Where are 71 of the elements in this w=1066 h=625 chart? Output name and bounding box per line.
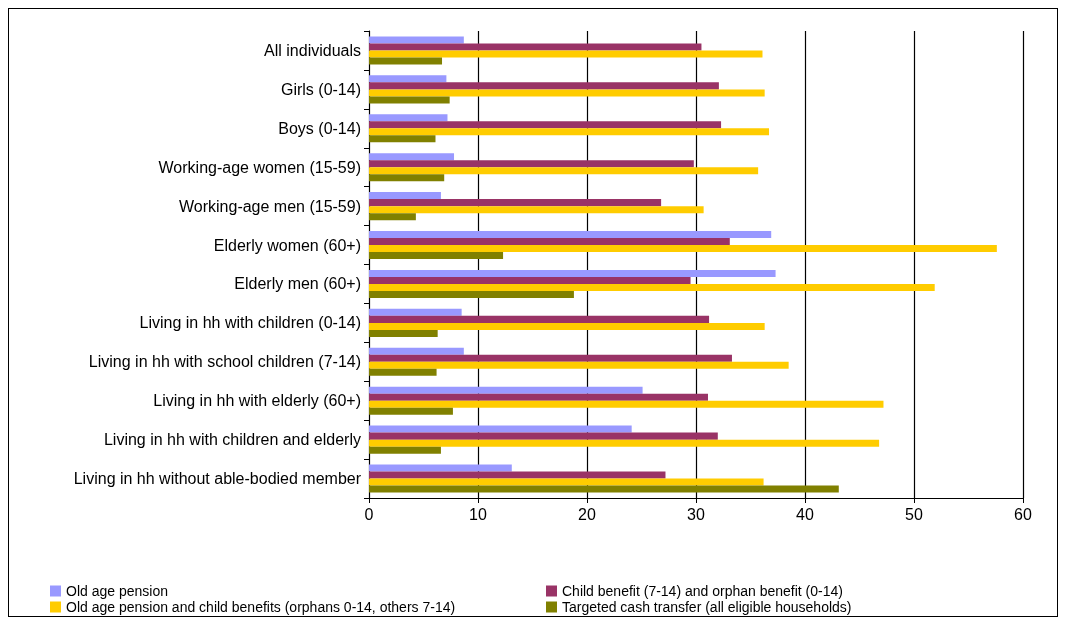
legend-label: Old age pension and child benefits (orphans 0-14, others 7-14) <box>66 599 456 615</box>
bar <box>369 57 443 65</box>
y-tick-label: Working-age women (15-59) <box>158 158 361 176</box>
bar <box>369 167 759 175</box>
bar <box>369 471 666 479</box>
bar <box>369 315 710 323</box>
bar <box>369 153 455 161</box>
bar <box>369 174 445 182</box>
x-tick-label: 20 <box>578 505 596 523</box>
bar <box>369 446 441 454</box>
y-tick-label: Living in hh with children and elderly <box>103 431 361 449</box>
y-tick-label: Working-age men (15-59) <box>178 197 361 215</box>
bar <box>369 82 719 90</box>
y-tick-label: Girls (0-14) <box>280 80 361 98</box>
bar <box>369 231 772 239</box>
x-tick-label: 30 <box>687 505 705 523</box>
bar <box>369 400 884 408</box>
bar <box>369 199 662 207</box>
bar <box>369 206 704 214</box>
legend-label: Old age pension <box>66 583 168 599</box>
bar <box>369 238 730 246</box>
y-tick-label: Living in hh with elderly (60+) <box>153 392 361 410</box>
bar <box>369 135 436 143</box>
bar <box>369 128 770 136</box>
bar <box>369 290 574 298</box>
bar <box>369 478 764 486</box>
bar <box>369 432 718 440</box>
bar <box>369 96 450 104</box>
bar <box>369 347 464 355</box>
bar <box>369 160 694 168</box>
bar <box>369 75 447 83</box>
bar <box>369 354 732 362</box>
bar <box>369 425 632 433</box>
bar <box>369 407 453 415</box>
bar <box>369 50 763 58</box>
bar <box>369 89 765 97</box>
bar <box>369 283 935 291</box>
bar <box>369 322 765 330</box>
bar <box>369 276 691 284</box>
y-tick-label: Living in hh without able-bodied member <box>73 470 362 488</box>
y-tick-label: Elderly men (60+) <box>234 275 361 293</box>
y-tick-label: Boys (0-14) <box>278 119 361 137</box>
bar <box>369 361 789 369</box>
x-tick-label: 10 <box>469 505 487 523</box>
bar <box>369 368 437 376</box>
bar <box>369 329 438 337</box>
bar <box>369 386 643 394</box>
y-tick-label: Elderly women (60+) <box>213 236 361 254</box>
y-tick-label: All individuals <box>264 41 361 59</box>
bar <box>369 43 702 51</box>
bar <box>369 245 997 253</box>
x-tick-label: 0 <box>364 505 374 523</box>
bar <box>369 485 839 493</box>
bar <box>369 36 464 44</box>
bar <box>369 393 708 401</box>
bar <box>369 464 512 472</box>
legend-label: Targeted cash transfer (all eligible households) <box>562 599 852 615</box>
y-tick-label: Living in hh with children (0-14) <box>139 314 361 332</box>
bar <box>369 121 722 129</box>
bar <box>369 192 441 200</box>
x-tick-label: 60 <box>1014 505 1032 523</box>
x-tick-label: 50 <box>905 505 923 523</box>
bar <box>369 308 462 316</box>
bar <box>369 439 880 447</box>
legend-label: Child benefit (7-14) and orphan benefit (0-14) <box>562 583 843 599</box>
y-tick-label: Living in hh with school children (7-14) <box>88 353 361 371</box>
bar <box>369 252 504 260</box>
bar <box>369 213 416 221</box>
bar <box>369 114 448 122</box>
bar <box>369 269 776 277</box>
x-tick-label: 40 <box>796 505 814 523</box>
